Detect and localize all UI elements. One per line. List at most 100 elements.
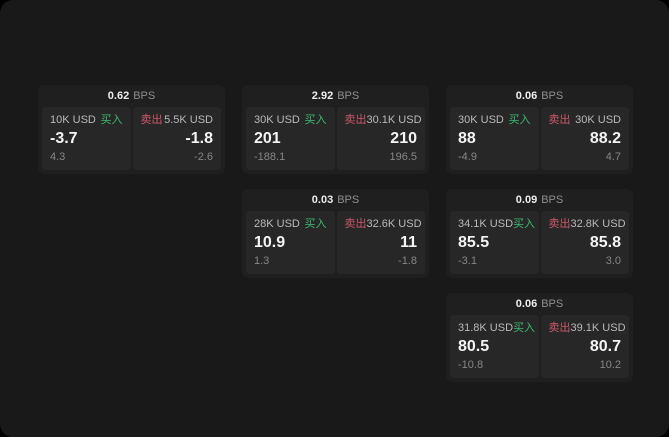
sell-side-label: 卖出 xyxy=(548,322,571,334)
buy-price: -3.7 xyxy=(50,130,78,147)
card-header: 0.03 BPS xyxy=(242,189,429,211)
buy-side-label: 买入 xyxy=(100,114,123,126)
buy-panel-top: 28K USD 买入 xyxy=(254,217,327,231)
sell-panel-top: 卖出 32.8K USD xyxy=(548,217,626,231)
bps-value: 0.06 xyxy=(515,90,538,102)
bps-value: 0.06 xyxy=(515,298,538,310)
quote-cards-grid: 0.62 BPS 10K USD 买入 -3.7 4.3 卖出 5.5K USD… xyxy=(38,85,633,382)
card-header: 2.92 BPS xyxy=(242,85,429,107)
buy-amount: 30K USD xyxy=(254,114,300,126)
buy-sub-value: -10.8 xyxy=(458,359,484,371)
bps-unit-label: BPS xyxy=(541,194,564,206)
buy-price: 85.5 xyxy=(458,234,490,251)
buy-price: 201 xyxy=(254,130,281,147)
buy-amount: 30K USD xyxy=(458,114,504,126)
bps-unit-label: BPS xyxy=(337,194,360,206)
buy-quote-panel[interactable]: 10K USD 买入 -3.7 4.3 xyxy=(42,107,131,170)
sell-amount: 30K USD xyxy=(575,114,621,126)
sell-price: 88.2 xyxy=(589,130,621,147)
quote-card: 2.92 BPS 30K USD 买入 201 -188.1 卖出 30.1K … xyxy=(242,85,429,174)
quote-panels: 34.1K USD 买入 85.5 -3.1 卖出 32.8K USD 85.8… xyxy=(446,211,633,278)
quote-card: 0.06 BPS 30K USD 买入 88 -4.9 卖出 30K USD 8… xyxy=(446,85,633,174)
buy-amount: 34.1K USD xyxy=(458,218,514,230)
buy-sub-value: -188.1 xyxy=(254,151,286,163)
sell-quote-panel[interactable]: 卖出 30.1K USD 210 196.5 xyxy=(336,107,425,170)
quote-panels: 30K USD 买入 88 -4.9 卖出 30K USD 88.2 4.7 xyxy=(446,107,633,174)
sell-amount: 39.1K USD xyxy=(570,322,626,334)
buy-panel-top: 30K USD 买入 xyxy=(458,113,531,127)
buy-amount: 31.8K USD xyxy=(458,322,514,334)
sell-price: 11 xyxy=(400,234,417,251)
quote-card: 0.06 BPS 31.8K USD 买入 80.5 -10.8 卖出 39.1… xyxy=(446,293,633,382)
quote-card: 0.62 BPS 10K USD 买入 -3.7 4.3 卖出 5.5K USD… xyxy=(38,85,225,174)
bps-value: 0.09 xyxy=(515,194,538,206)
sell-sub-value: 4.7 xyxy=(605,151,621,163)
buy-side-label: 买入 xyxy=(513,322,536,334)
sell-sub-value: 10.2 xyxy=(599,359,621,371)
sell-amount: 5.5K USD xyxy=(164,114,213,126)
sell-side-label: 卖出 xyxy=(344,218,367,230)
card-header: 0.06 BPS xyxy=(446,293,633,315)
buy-sub-value: -4.9 xyxy=(458,151,477,163)
sell-amount: 32.6K USD xyxy=(366,218,422,230)
bps-unit-label: BPS xyxy=(337,90,360,102)
sell-price: -1.8 xyxy=(185,130,213,147)
buy-price: 88 xyxy=(458,130,476,147)
buy-panel-top: 34.1K USD 买入 xyxy=(458,217,535,231)
buy-quote-panel[interactable]: 31.8K USD 买入 80.5 -10.8 xyxy=(450,315,539,378)
buy-side-label: 买入 xyxy=(304,114,327,126)
quote-card: 0.09 BPS 34.1K USD 买入 85.5 -3.1 卖出 32.8K… xyxy=(446,189,633,278)
bps-value: 0.03 xyxy=(311,194,334,206)
sell-quote-panel[interactable]: 卖出 32.8K USD 85.8 3.0 xyxy=(540,211,629,274)
sell-side-label: 卖出 xyxy=(548,114,571,126)
buy-price: 10.9 xyxy=(254,234,286,251)
sell-panel-top: 卖出 30K USD xyxy=(549,113,622,127)
sell-price: 80.7 xyxy=(589,338,621,355)
buy-sub-value: 1.3 xyxy=(254,255,270,267)
buy-amount: 10K USD xyxy=(50,114,96,126)
sell-panel-top: 卖出 39.1K USD xyxy=(548,321,626,335)
buy-quote-panel[interactable]: 34.1K USD 买入 85.5 -3.1 xyxy=(450,211,539,274)
quote-panels: 28K USD 买入 10.9 1.3 卖出 32.6K USD 11 -1.8 xyxy=(242,211,429,278)
bps-value: 2.92 xyxy=(311,90,334,102)
quote-panels: 30K USD 买入 201 -188.1 卖出 30.1K USD 210 1… xyxy=(242,107,429,174)
bps-unit-label: BPS xyxy=(133,90,156,102)
buy-panel-top: 30K USD 买入 xyxy=(254,113,327,127)
sell-sub-value: -2.6 xyxy=(194,151,213,163)
sell-amount: 30.1K USD xyxy=(366,114,422,126)
card-header: 0.06 BPS xyxy=(446,85,633,107)
sell-panel-top: 卖出 32.6K USD xyxy=(344,217,422,231)
buy-sub-value: -3.1 xyxy=(458,255,477,267)
quote-panels: 31.8K USD 买入 80.5 -10.8 卖出 39.1K USD 80.… xyxy=(446,315,633,382)
sell-panel-top: 卖出 30.1K USD xyxy=(344,113,422,127)
card-header: 0.62 BPS xyxy=(38,85,225,107)
card-header: 0.09 BPS xyxy=(446,189,633,211)
buy-quote-panel[interactable]: 30K USD 买入 88 -4.9 xyxy=(450,107,539,170)
sell-sub-value: 196.5 xyxy=(389,151,417,163)
sell-sub-value: 3.0 xyxy=(605,255,621,267)
sell-sub-value: -1.8 xyxy=(398,255,417,267)
bps-value: 0.62 xyxy=(107,90,130,102)
sell-amount: 32.8K USD xyxy=(570,218,626,230)
buy-price: 80.5 xyxy=(458,338,490,355)
buy-panel-top: 10K USD 买入 xyxy=(50,113,123,127)
buy-side-label: 买入 xyxy=(304,218,327,230)
buy-panel-top: 31.8K USD 买入 xyxy=(458,321,535,335)
buy-sub-value: 4.3 xyxy=(50,151,66,163)
buy-quote-panel[interactable]: 28K USD 买入 10.9 1.3 xyxy=(246,211,335,274)
buy-quote-panel[interactable]: 30K USD 买入 201 -188.1 xyxy=(246,107,335,170)
buy-side-label: 买入 xyxy=(513,218,536,230)
sell-side-label: 卖出 xyxy=(548,218,571,230)
sell-price: 210 xyxy=(390,130,417,147)
buy-side-label: 买入 xyxy=(508,114,531,126)
sell-quote-panel[interactable]: 卖出 39.1K USD 80.7 10.2 xyxy=(540,315,629,378)
sell-quote-panel[interactable]: 卖出 5.5K USD -1.8 -2.6 xyxy=(132,107,221,170)
sell-price: 85.8 xyxy=(589,234,621,251)
sell-panel-top: 卖出 5.5K USD xyxy=(141,113,214,127)
buy-amount: 28K USD xyxy=(254,218,300,230)
bps-unit-label: BPS xyxy=(541,90,564,102)
sell-quote-panel[interactable]: 卖出 30K USD 88.2 4.7 xyxy=(540,107,629,170)
sell-side-label: 卖出 xyxy=(344,114,367,126)
sell-quote-panel[interactable]: 卖出 32.6K USD 11 -1.8 xyxy=(336,211,425,274)
